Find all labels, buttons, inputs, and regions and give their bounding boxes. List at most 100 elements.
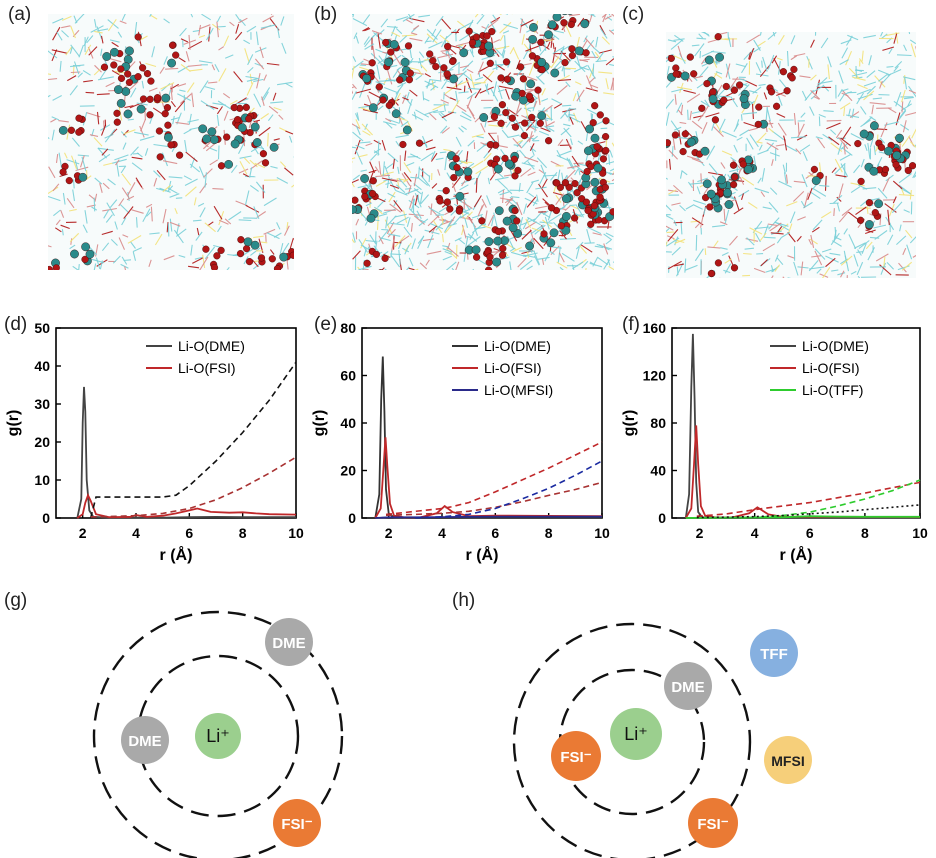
bond	[499, 14, 502, 15]
bond	[439, 34, 450, 43]
bond	[497, 188, 505, 194]
bond	[841, 207, 853, 217]
li-atom	[391, 109, 401, 119]
bond	[910, 141, 916, 148]
li-atom	[528, 35, 538, 44]
bond	[609, 150, 614, 158]
bond	[459, 114, 472, 122]
bond	[872, 97, 882, 100]
bond	[668, 189, 677, 195]
bond	[555, 194, 562, 203]
bond	[535, 186, 547, 190]
bond	[56, 31, 63, 41]
bond	[476, 135, 484, 139]
li-atom	[574, 46, 584, 56]
bond	[693, 75, 703, 79]
o-atom	[767, 88, 776, 96]
bond	[863, 81, 877, 87]
o-atom	[810, 165, 819, 174]
o-atom	[892, 161, 900, 169]
bond	[552, 191, 563, 196]
bond	[838, 183, 844, 199]
bond	[578, 168, 581, 176]
bond	[187, 119, 199, 123]
bond	[741, 63, 748, 74]
bond	[569, 204, 576, 207]
bond	[489, 21, 497, 32]
bond	[255, 31, 259, 46]
bond	[563, 127, 572, 138]
bond	[799, 75, 811, 79]
o-atom	[497, 74, 505, 82]
bond	[424, 36, 430, 44]
bond	[605, 78, 609, 90]
bond	[455, 41, 470, 47]
bond	[474, 226, 486, 230]
bond	[760, 259, 768, 267]
bond	[674, 238, 686, 244]
bond	[69, 244, 76, 250]
y-tick-label: 80	[340, 320, 356, 336]
li-atom	[400, 57, 410, 67]
bond	[602, 14, 607, 23]
bond	[534, 118, 538, 133]
o-atom	[681, 130, 689, 138]
li-atom	[544, 30, 553, 40]
li-atom	[892, 151, 902, 160]
bond	[72, 189, 76, 202]
bond	[785, 174, 789, 184]
o-atom	[147, 77, 155, 85]
bond	[121, 187, 130, 199]
bond	[61, 15, 72, 21]
bond	[254, 58, 265, 70]
o-atom	[486, 59, 494, 67]
bond	[123, 206, 134, 219]
bond	[439, 151, 447, 154]
bond	[502, 30, 510, 34]
bond	[354, 113, 359, 120]
o-atom	[729, 181, 738, 189]
o-atom	[720, 96, 728, 104]
bond	[666, 98, 675, 110]
li-atom	[864, 220, 874, 229]
o-atom	[599, 155, 608, 163]
bond	[78, 264, 80, 270]
bond	[708, 171, 723, 176]
bond	[216, 21, 219, 38]
bond	[558, 252, 565, 263]
bond	[544, 252, 550, 262]
bond	[793, 113, 797, 125]
bond	[689, 110, 692, 121]
bond	[502, 189, 505, 203]
bond	[502, 50, 506, 59]
o-atom	[857, 216, 865, 224]
bond	[198, 34, 206, 39]
bond	[841, 47, 849, 59]
bond	[869, 116, 877, 122]
bond	[839, 153, 852, 161]
bond	[192, 29, 200, 33]
bond	[903, 75, 906, 84]
bond	[122, 142, 127, 150]
bond	[746, 137, 754, 150]
bond	[482, 74, 493, 83]
bond	[165, 67, 179, 70]
bond	[581, 66, 590, 71]
bond	[48, 73, 52, 75]
bond	[611, 172, 614, 176]
bond	[267, 114, 274, 122]
bond	[883, 256, 886, 268]
bond	[431, 183, 438, 189]
bond	[273, 106, 282, 111]
bond	[700, 214, 704, 228]
y-tick-label: 40	[340, 415, 356, 431]
bond	[909, 39, 916, 45]
o-atom	[508, 114, 516, 122]
bond	[556, 84, 568, 95]
x-axis-label: r (Å)	[780, 545, 813, 564]
bond	[855, 206, 867, 216]
bond	[359, 83, 366, 98]
bond	[424, 229, 440, 235]
o-atom	[517, 63, 525, 71]
bond	[417, 176, 429, 186]
